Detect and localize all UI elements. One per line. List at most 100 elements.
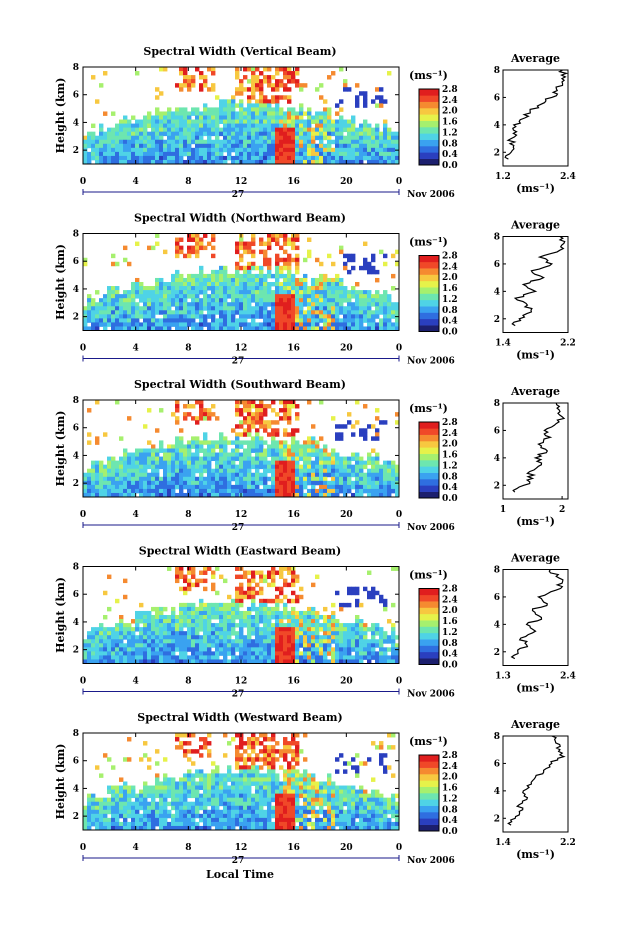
heatmap-cell (299, 147, 304, 153)
heatmap-cell (275, 159, 280, 165)
heatmap-cell (355, 306, 360, 311)
heatmap-cell (167, 813, 172, 819)
heatmap-cell (243, 440, 248, 445)
heatmap-cell (255, 282, 260, 287)
heatmap-cell (311, 464, 316, 470)
heatmap-cell (319, 115, 324, 120)
heatmap-cell (179, 282, 184, 287)
heatmap-cell (391, 639, 396, 644)
heatmap-cell (219, 151, 224, 157)
heatmap-cell (291, 598, 296, 604)
heatmap-cell (267, 127, 272, 133)
heatmap-cell (247, 631, 252, 636)
heatmap-cell (159, 306, 164, 311)
heatmap-cell (227, 627, 232, 632)
heatmap-cell (267, 326, 272, 331)
heatmap-cell (311, 326, 316, 331)
heatmap-cell (295, 619, 300, 624)
heatmap-cell (247, 460, 252, 466)
heatmap-cell (119, 147, 124, 153)
heatmap-cell (119, 143, 124, 149)
heatmap-cell (279, 480, 284, 486)
heatmap-cell (171, 412, 176, 417)
heatmap-cell (135, 155, 140, 161)
heatmap-cell (199, 87, 204, 92)
heatmap-cell (279, 95, 284, 100)
heatmap-cell (379, 326, 384, 331)
heatmap-cell (187, 135, 192, 141)
heatmap-cell (211, 444, 216, 449)
x-tick-label: 0 (396, 677, 402, 687)
heatmap-cell (183, 623, 188, 628)
heatmap-cell (351, 322, 356, 327)
heatmap-cell (219, 314, 224, 319)
heatmap-cell (87, 647, 92, 652)
heatmap-cell (135, 651, 140, 656)
heatmap-cell (267, 452, 272, 457)
heatmap-cell (239, 245, 244, 251)
heatmap-cell (239, 253, 244, 259)
colorbar-tick-label: 0.8 (442, 639, 458, 649)
heatmap-cell (363, 472, 368, 478)
heatmap-cell (235, 103, 240, 108)
heatmap-cell (167, 135, 172, 141)
heatmap-cell (103, 468, 108, 474)
heatmap-cell (251, 619, 256, 624)
heatmap-cell (371, 647, 376, 652)
x-tick-label: 0 (80, 177, 86, 187)
heatmap-cell (295, 578, 300, 584)
heatmap-cell (91, 476, 96, 482)
colorbar-swatch (419, 139, 439, 147)
heatmap-cell (159, 801, 164, 807)
heatmap-cell (291, 448, 296, 453)
heatmap-cell (183, 294, 188, 299)
heatmap-cell (175, 111, 180, 116)
heatmap-cell (247, 582, 252, 588)
heatmap-cell (327, 286, 332, 291)
heatmap-cell (95, 655, 100, 660)
heatmap-cell (147, 484, 152, 490)
heatmap-cell (107, 785, 112, 790)
heatmap-cell (235, 448, 240, 453)
heatmap-cell (359, 635, 364, 640)
heatmap-cell (187, 233, 192, 238)
heatmap-cell (107, 310, 112, 315)
heatmap-cell (271, 480, 276, 486)
heatmap-cell (215, 643, 220, 648)
heatmap-cell (387, 492, 392, 498)
heatmap-cell (263, 456, 268, 462)
heatmap-cell (247, 326, 252, 331)
heatmap-cell (87, 651, 92, 656)
heatmap-cell (175, 127, 180, 133)
heatmap-cell (263, 249, 268, 255)
heatmap-cell (311, 484, 316, 490)
heatmap-cell (143, 452, 148, 457)
heatmap-cell (167, 566, 172, 571)
heatmap-cell (335, 464, 340, 470)
heatmap-cell (127, 416, 132, 421)
heatmap-cell (187, 460, 192, 466)
heatmap-cell (251, 127, 256, 133)
heatmap-cell (363, 460, 368, 466)
heatmap-cell (219, 615, 224, 620)
heatmap-cell (267, 484, 272, 490)
heatmap-cell (111, 635, 116, 640)
heatmap-cell (163, 789, 168, 795)
heatmap-cell (255, 627, 260, 632)
heatmap-cell (143, 302, 148, 307)
heatmap-cell (131, 456, 136, 462)
heatmap-cell (203, 659, 208, 664)
heatmap-cell (359, 131, 364, 137)
heatmap-cell (259, 147, 264, 153)
heatmap-cell (339, 302, 344, 307)
heatmap-cell (303, 83, 308, 88)
heatmap-cell (267, 444, 272, 449)
heatmap-cell (87, 809, 92, 815)
heatmap-cell (291, 647, 296, 652)
heatmap-cell (195, 635, 200, 640)
heatmap-cell (311, 155, 316, 161)
heatmap-cell (267, 233, 272, 238)
heatmap-cell (351, 286, 356, 291)
heatmap-cell (255, 139, 260, 145)
heatmap-cell (175, 253, 180, 259)
